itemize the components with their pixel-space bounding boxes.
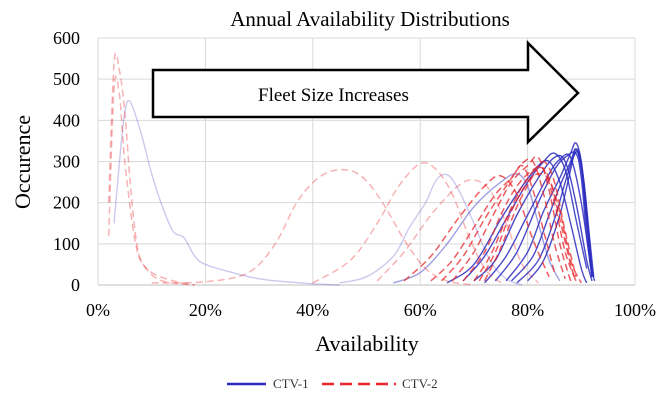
fleet-size-arrow (151, 39, 580, 145)
ctv2-series-line-23 (478, 172, 582, 284)
legend-label-ctv2: CTV-2 (402, 376, 438, 391)
x-tick-label: 80% (511, 300, 544, 320)
ctv2-series-line-14 (151, 168, 475, 286)
legend-label-ctv1: CTV-1 (273, 376, 309, 391)
annotation-layer: Fleet Size Increases (151, 39, 580, 145)
y-axis-label: Occurence (10, 115, 35, 209)
y-tick-label: 300 (53, 152, 80, 172)
ctv2-series-line-15 (312, 161, 502, 284)
ctv2-series-line-16 (376, 179, 539, 284)
x-axis-label: Availability (315, 331, 418, 356)
arrow-annotation-text: Fleet Size Increases (258, 85, 409, 106)
ctv1-series-line-6 (484, 153, 593, 284)
ctv2-series-line-20 (451, 155, 572, 282)
ctv2-series-line-22 (473, 166, 577, 282)
y-tick-label: 200 (53, 193, 80, 213)
chart-title: Annual Availability Distributions (230, 7, 510, 31)
ctv2-series-line-19 (441, 158, 566, 282)
ctv1-series-line-0 (113, 99, 340, 286)
y-tick-label: 400 (53, 110, 80, 130)
ctv1-series-line-11 (527, 148, 593, 282)
legend: CTV-1 CTV-2 (227, 376, 438, 391)
x-tick-label: 0% (86, 300, 110, 320)
series-layer (107, 52, 596, 286)
y-tick-label: 0 (71, 275, 80, 295)
ctv2-series-line-21 (462, 165, 577, 282)
ctv2-series-line-24 (483, 160, 577, 282)
x-tick-label: 60% (404, 300, 437, 320)
axis-layer: 0 100 200 300 400 500 600 0% 20% 40% 60% 80% 100% (53, 28, 656, 320)
ctv1-series-line-2 (393, 173, 561, 284)
ctv2-series-line-12 (107, 52, 195, 286)
y-tick-label: 600 (53, 28, 80, 48)
x-tick-label: 20% (189, 300, 222, 320)
ctv1-series-line-7 (494, 151, 593, 282)
ctv2-series-line-17 (403, 174, 550, 282)
ctv1-series-line-1 (339, 173, 523, 286)
x-tick-label: 100% (614, 300, 656, 320)
ctv1-series-line-5 (473, 154, 593, 282)
y-tick-label: 100 (53, 234, 80, 254)
x-tick-label: 40% (296, 300, 329, 320)
y-tick-label: 500 (53, 69, 80, 89)
